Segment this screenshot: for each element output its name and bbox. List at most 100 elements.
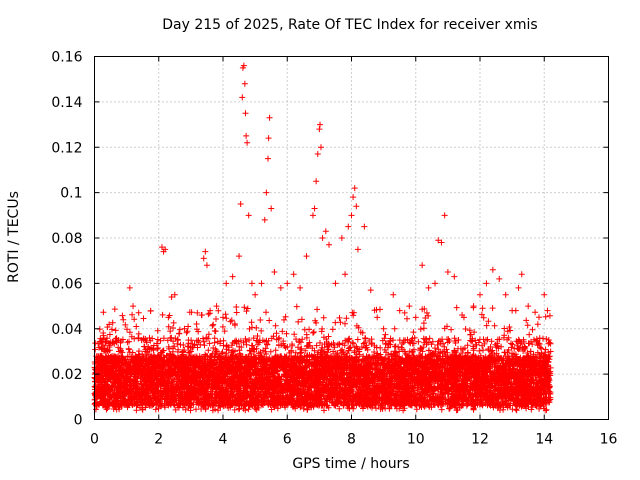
data-point [425, 284, 432, 291]
data-point [547, 348, 554, 355]
data-point [541, 291, 548, 298]
data-point [241, 80, 248, 87]
data-point [338, 235, 345, 241]
x-tick-label: 6 [283, 432, 292, 448]
data-point [220, 314, 226, 321]
data-point [367, 287, 374, 294]
x-tick-label: 2 [154, 432, 163, 448]
data-point [441, 212, 448, 219]
x-tick-label: 14 [535, 432, 553, 448]
data-point [518, 271, 525, 278]
data-point [396, 307, 403, 314]
data-point [264, 155, 271, 162]
data-point [314, 151, 321, 158]
point-cloud-markers [91, 303, 554, 414]
data-point [509, 307, 516, 314]
data-point [200, 255, 207, 262]
data-point [142, 348, 149, 355]
data-point [203, 262, 210, 269]
data-point [117, 366, 124, 373]
data-point [165, 314, 172, 321]
data-point [502, 291, 509, 298]
data-point [110, 380, 117, 387]
data-point [252, 291, 259, 298]
y-tick-label: 0.08 [51, 231, 82, 247]
x-tick-label: 0 [90, 432, 99, 448]
data-point [444, 269, 451, 276]
data-point [438, 239, 445, 246]
data-point [311, 205, 318, 212]
data-point [202, 248, 209, 255]
data-point [136, 352, 143, 359]
data-point [309, 212, 316, 219]
plot-frame [94, 56, 609, 420]
data-point [261, 216, 268, 223]
data-point [268, 205, 275, 212]
data-point [123, 382, 130, 389]
data-point [534, 321, 541, 328]
data-point [322, 228, 329, 235]
data-point [242, 110, 249, 117]
data-point [94, 389, 101, 396]
data-points [94, 62, 554, 396]
y-tick-label: 0.02 [51, 367, 82, 383]
data-point [133, 323, 140, 330]
data-point [266, 114, 273, 121]
data-point [419, 262, 426, 269]
data-point [390, 291, 397, 298]
data-point [101, 359, 108, 366]
data-point [194, 309, 201, 316]
x-tick-label: 12 [471, 432, 489, 448]
data-point [171, 291, 178, 298]
data-point [248, 280, 255, 287]
data-point [244, 139, 251, 146]
data-point [374, 314, 381, 321]
data-point [297, 284, 304, 291]
data-point [240, 62, 247, 69]
data-point [317, 121, 324, 128]
data-point [130, 303, 137, 310]
data-point [432, 280, 439, 287]
grid-lines [94, 56, 609, 420]
data-point [97, 375, 104, 382]
data-point [319, 235, 326, 241]
data-point [168, 293, 175, 300]
data-point [277, 284, 284, 291]
data-point [361, 223, 368, 230]
data-point [345, 223, 352, 230]
data-point [477, 291, 483, 298]
x-tick-label: 8 [347, 432, 356, 448]
data-point [406, 303, 413, 310]
data-point [303, 253, 310, 260]
x-tick-label: 16 [600, 432, 618, 448]
dense-point-cloud [91, 303, 554, 414]
data-point [353, 203, 360, 210]
data-point [126, 284, 133, 291]
data-point [263, 189, 270, 196]
data-point [290, 271, 297, 278]
data-point [496, 275, 503, 282]
data-point [313, 178, 320, 185]
data-point [483, 280, 490, 287]
data-point [515, 284, 522, 291]
data-point [258, 280, 265, 287]
chart-title: Day 215 of 2025, Rate Of TEC Index for r… [162, 17, 538, 33]
data-point [107, 371, 114, 378]
data-point [354, 246, 361, 253]
y-tick-label: 0.04 [51, 322, 82, 338]
data-point [162, 246, 169, 253]
data-point [181, 325, 188, 332]
y-tick-label: 0.12 [51, 140, 82, 156]
data-point [158, 244, 165, 251]
data-point [351, 185, 358, 192]
data-point [332, 280, 339, 287]
data-point [104, 384, 111, 391]
data-point [342, 271, 349, 278]
data-point [435, 237, 442, 244]
data-point [460, 314, 467, 321]
y-axis-label: ROTI / TECUs [6, 191, 22, 283]
data-point [489, 266, 496, 273]
data-point [187, 348, 194, 355]
data-point [348, 212, 355, 219]
